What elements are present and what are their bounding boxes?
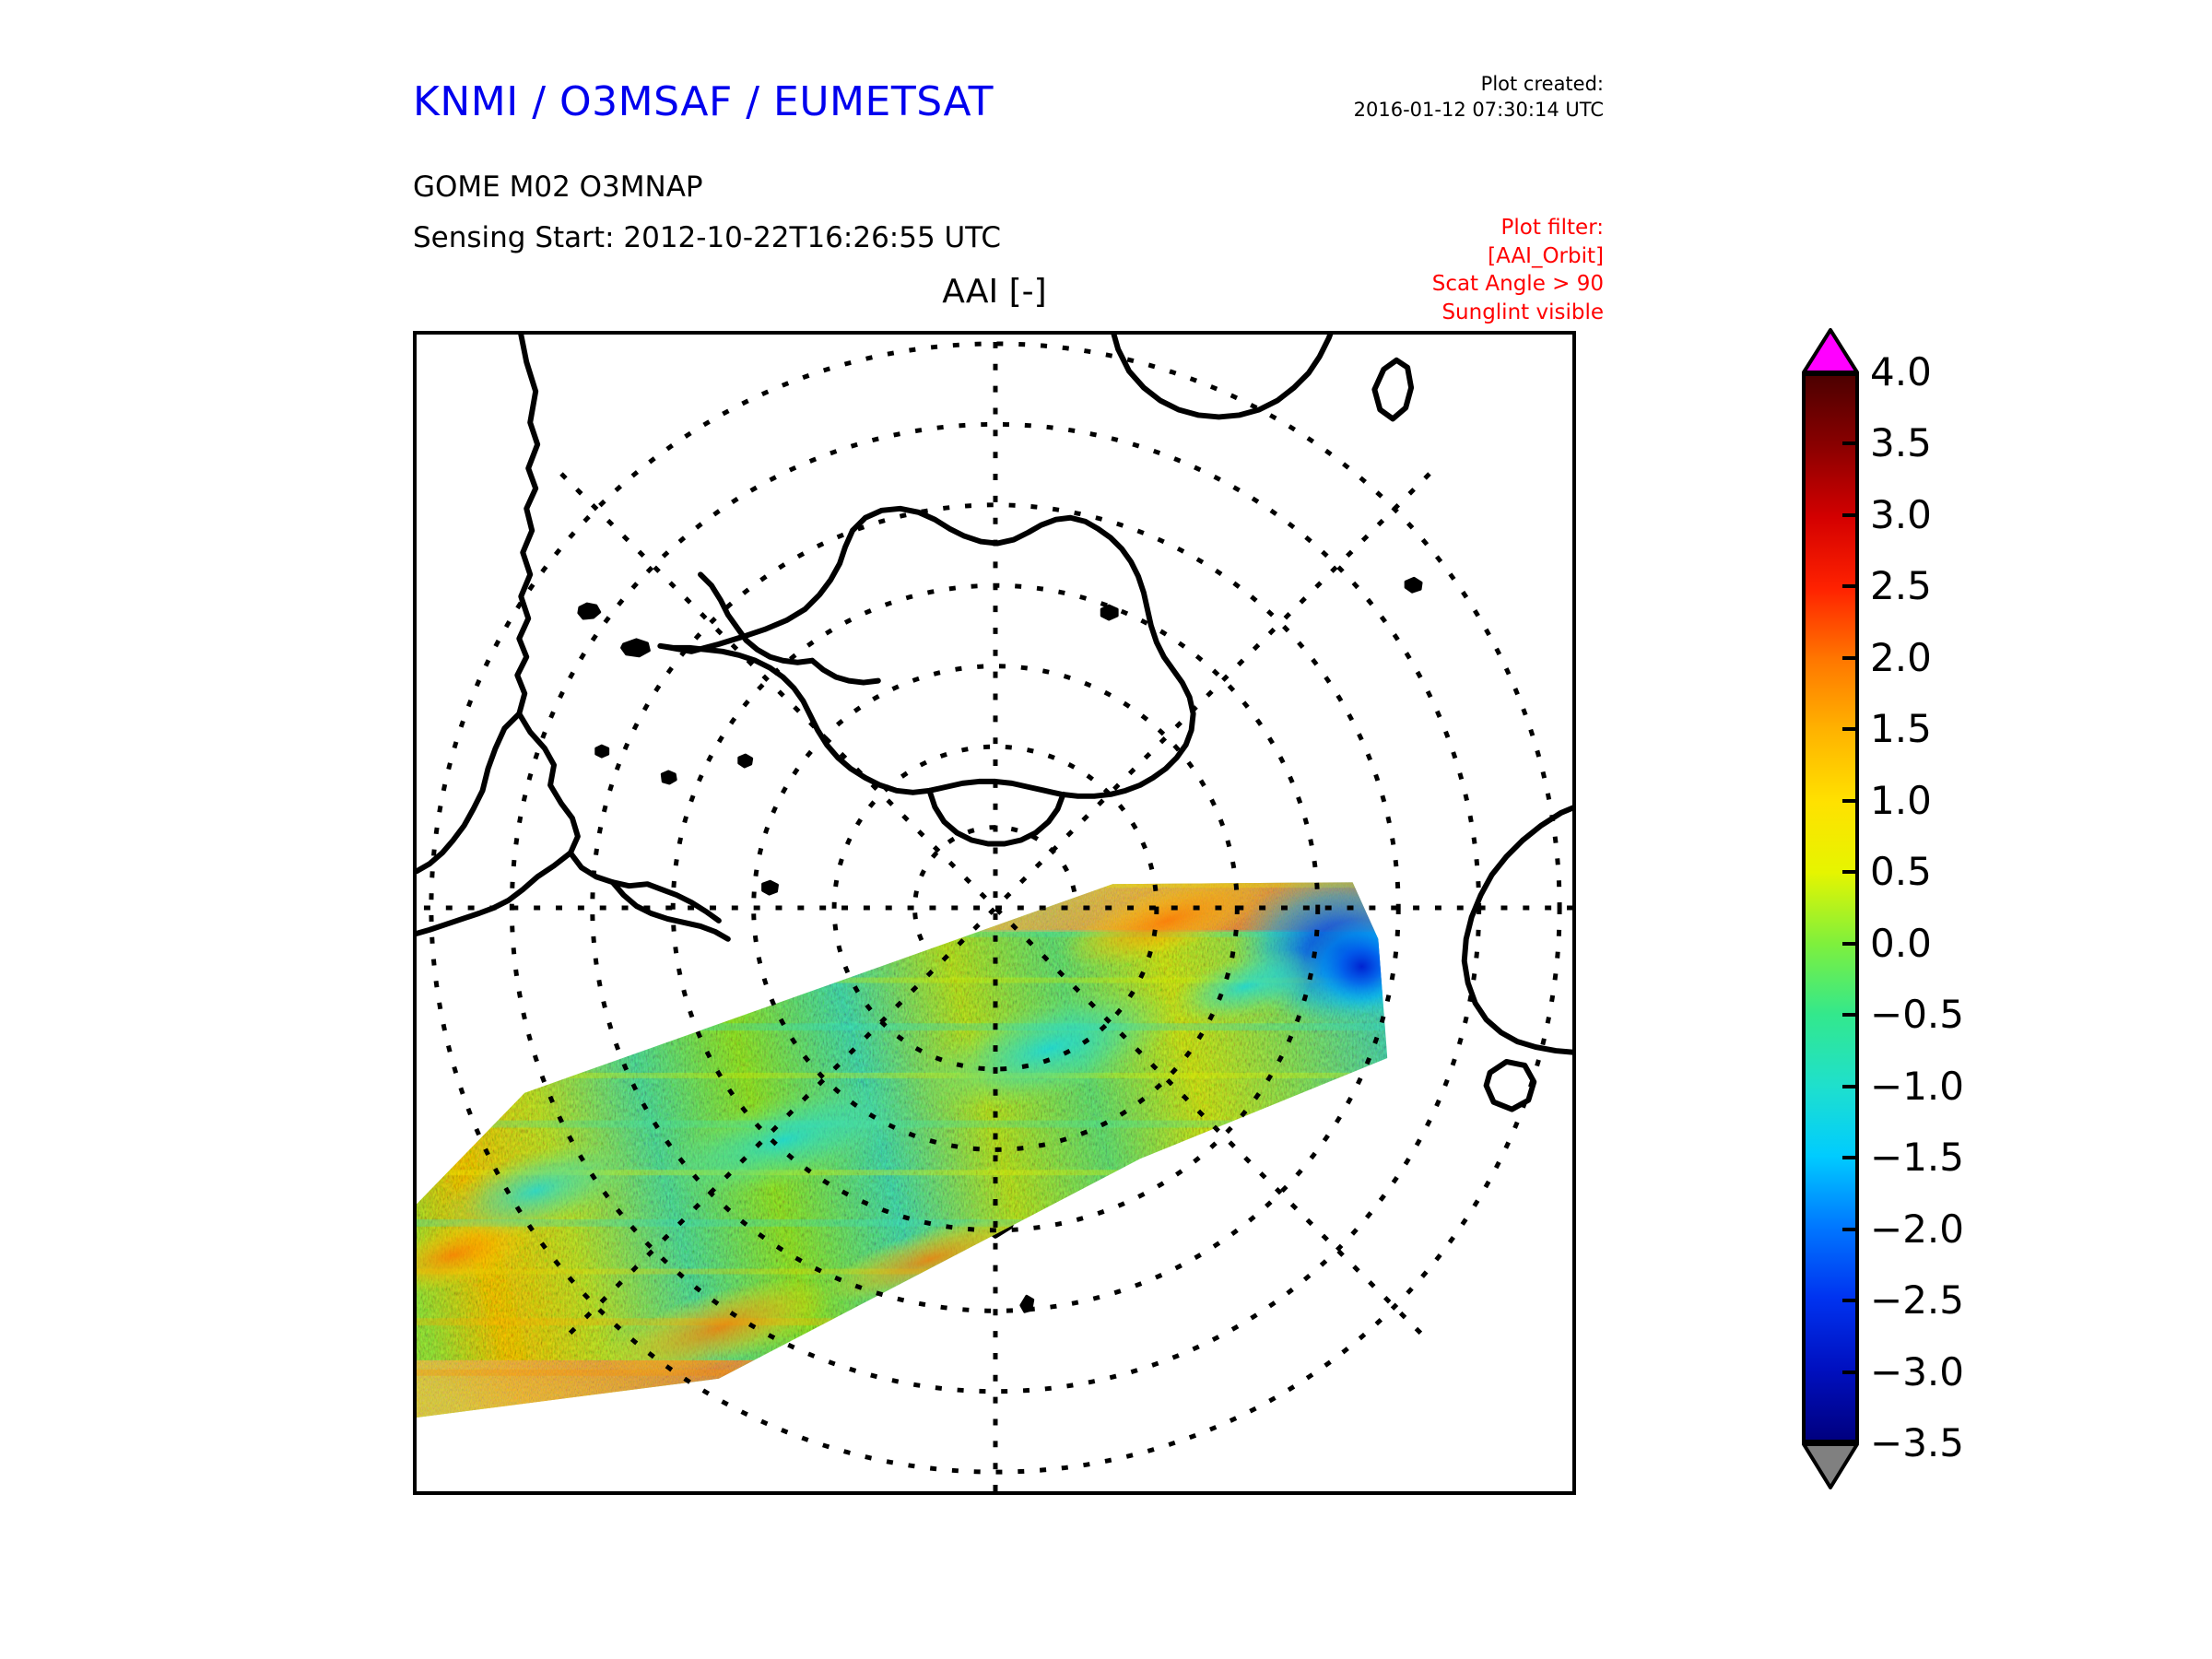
- plot-filter-label: Plot filter:: [1500, 216, 1604, 240]
- orange-patch-center: [824, 1217, 1035, 1302]
- orange-patch-south-edge: [604, 1278, 833, 1378]
- cyan-patch-far-west: [438, 1142, 633, 1240]
- coastline-andes-fjords: [417, 850, 573, 936]
- coastline-overprint: [660, 509, 1193, 796]
- island-small-b: [737, 753, 754, 769]
- colorbar-tick-label: −2.5: [1870, 1277, 1964, 1324]
- orange-patch-north-edge: [1062, 882, 1273, 968]
- plot-filter-scat-angle: Scat Angle > 90: [1431, 272, 1604, 297]
- colorbar-tick: [1842, 1299, 1859, 1303]
- plot-filter-sunglint: Sunglint visible: [1441, 300, 1604, 324]
- coastline-tasmania: [1483, 1058, 1537, 1112]
- aai-swath: [417, 882, 1388, 1420]
- plot-created-timestamp: 2016-01-12 07:30:14 UTC: [1353, 98, 1604, 121]
- coastline-madagascar: [1371, 357, 1415, 422]
- colorbar-tick: [1842, 512, 1859, 517]
- colorbar-tick: [1842, 441, 1859, 446]
- colorbar-gradient: [1802, 372, 1859, 1443]
- plot-created-label: Plot created:: [1480, 73, 1604, 95]
- colorbar-tick: [1842, 798, 1859, 803]
- antarctic-blue-anomaly-core: [1304, 918, 1388, 1015]
- colorbar-tick: [1842, 941, 1859, 946]
- colorbar-tick: [1842, 584, 1859, 589]
- colorbar-tick-label: −3.5: [1870, 1420, 1964, 1465]
- blue-streak-a: [1169, 949, 1322, 1024]
- coastline-ross-ice-shelf: [926, 787, 1066, 847]
- colorbar: 4.0 3.5 3.0 2.5 2.0 1.5 1.0 0.5 0.0 −0.5 −1.0 −1.5 −…: [1802, 328, 2189, 1489]
- colorbar-tick: [1842, 1370, 1859, 1374]
- colorbar-tick-label: 1.0: [1870, 777, 1932, 823]
- orange-patch-west-edge: [417, 1217, 533, 1294]
- product-line: GOME M02 O3MNAP: [413, 171, 703, 204]
- colorbar-under-range-arrow: [1802, 1442, 1859, 1489]
- colorbar-tick-label: 3.0: [1870, 491, 1932, 537]
- colorbar-tick-label: 1.5: [1870, 706, 1932, 752]
- island-kerguelen: [1404, 576, 1423, 594]
- colorbar-tick-label: 2.0: [1870, 634, 1932, 680]
- colorbar-tick: [1842, 1084, 1859, 1088]
- coastline-antarctic-peninsula: [698, 571, 816, 665]
- island-bouvet: [1100, 604, 1119, 621]
- sensing-start-line: Sensing Start: 2012-10-22T16:26:55 UTC: [413, 221, 1001, 254]
- colorbar-tick: [1842, 655, 1859, 660]
- colorbar-tick-label: 2.5: [1870, 563, 1932, 609]
- map-plot-area: [413, 331, 1576, 1495]
- coastlines: [417, 335, 1572, 1313]
- island-south-sandwich: [660, 770, 677, 785]
- latitude-circle-40s: [590, 502, 1401, 1313]
- colorbar-over-range-arrow: [1802, 328, 1859, 374]
- colorbar-tick-label: −1.5: [1870, 1135, 1964, 1181]
- plot-filter-block: Plot filter: [AAI_Orbit] Scat Angle > 90…: [1432, 214, 1604, 326]
- colorbar-tick: [1842, 1227, 1859, 1231]
- plot-created-block: Plot created: 2016-01-12 07:30:14 UTC: [1354, 72, 1604, 123]
- colorbar-tick-label: −2.0: [1870, 1206, 1964, 1252]
- map-title: AAI [-]: [942, 273, 1047, 311]
- colorbar-ticks: [1802, 372, 1859, 1443]
- island-south-georgia: [620, 638, 651, 658]
- coastline-australia: [1461, 805, 1572, 1055]
- colorbar-tick: [1842, 1013, 1859, 1018]
- colorbar-tick-label: 0.5: [1870, 849, 1932, 895]
- island-small-a: [594, 744, 610, 759]
- coastline-tierra-del-fuego: [609, 879, 731, 942]
- coastline-south-america: [514, 335, 722, 924]
- colorbar-tick-label: 4.0: [1870, 349, 1932, 394]
- colorbar-tick: [1842, 727, 1859, 732]
- organization-title: KNMI / O3MSAF / EUMETSAT: [413, 78, 994, 125]
- colorbar-tick-label: −0.5: [1870, 992, 1964, 1038]
- swath-anomalies: [417, 882, 1388, 1378]
- coastline-patagonia-west: [417, 711, 523, 875]
- map-canvas: [417, 335, 1572, 1491]
- island-small-c: [761, 879, 779, 896]
- island-falklands: [577, 602, 602, 620]
- colorbar-tick-label: −3.0: [1870, 1348, 1964, 1394]
- plot-filter-orbit: [AAI_Orbit]: [1488, 243, 1604, 268]
- colorbar-tick-label: −1.0: [1870, 1063, 1964, 1109]
- island-macquarie: [1019, 1294, 1035, 1313]
- colorbar-tick: [1842, 1156, 1859, 1160]
- colorbar-tick: [1842, 870, 1859, 875]
- cyan-patch-west: [659, 1082, 907, 1198]
- colorbar-tick-label: 0.0: [1870, 920, 1932, 966]
- latitude-circle-20s: [429, 341, 1562, 1475]
- coastline-weddell-sea: [809, 657, 881, 686]
- colorbar-tick-labels: 4.0 3.5 3.0 2.5 2.0 1.5 1.0 0.5 0.0 −0.5 −1.0 −1.5−…: [1870, 353, 2174, 1463]
- coastline-africa: [1111, 335, 1334, 420]
- coastline-antarctica: [657, 505, 1196, 799]
- colorbar-tick-label: 3.5: [1870, 420, 1932, 466]
- cyan-patch-midswath: [916, 986, 1182, 1112]
